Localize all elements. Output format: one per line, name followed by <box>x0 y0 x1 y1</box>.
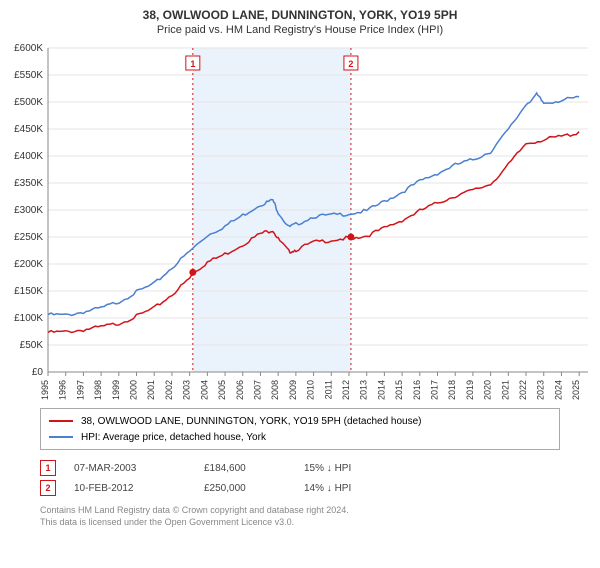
svg-text:£50K: £50K <box>20 340 44 351</box>
svg-text:£0: £0 <box>32 367 44 378</box>
svg-text:1999: 1999 <box>111 380 121 400</box>
svg-text:£400K: £400K <box>14 151 43 162</box>
svg-text:2006: 2006 <box>235 380 245 400</box>
svg-text:2013: 2013 <box>359 380 369 400</box>
marker-date: 10-FEB-2012 <box>74 483 204 494</box>
svg-text:2005: 2005 <box>217 380 227 400</box>
legend-item: 38, OWLWOOD LANE, DUNNINGTON, YORK, YO19… <box>49 413 551 429</box>
marker-price: £184,600 <box>204 463 304 474</box>
marker-date: 07-MAR-2003 <box>74 463 204 474</box>
svg-text:£150K: £150K <box>14 286 43 297</box>
svg-text:2003: 2003 <box>182 380 192 400</box>
marker-pct: 15% ↓ HPI <box>304 463 424 474</box>
svg-text:1998: 1998 <box>93 380 103 400</box>
footer-attribution: Contains HM Land Registry data © Crown c… <box>40 504 560 528</box>
svg-text:2025: 2025 <box>571 380 581 400</box>
svg-text:2017: 2017 <box>430 380 440 400</box>
svg-text:2002: 2002 <box>164 380 174 400</box>
svg-text:1996: 1996 <box>58 380 68 400</box>
marker-table: 1 07-MAR-2003£184,60015% ↓ HPI 2 10-FEB-201… <box>40 458 560 498</box>
svg-text:£550K: £550K <box>14 70 43 81</box>
svg-text:2023: 2023 <box>536 380 546 400</box>
legend-swatch <box>49 436 73 438</box>
svg-text:1995: 1995 <box>40 380 50 400</box>
svg-text:2016: 2016 <box>412 380 422 400</box>
legend-item: HPI: Average price, detached house, York <box>49 429 551 445</box>
svg-text:2008: 2008 <box>270 380 280 400</box>
svg-text:2010: 2010 <box>306 380 316 400</box>
legend-label: HPI: Average price, detached house, York <box>81 432 266 443</box>
svg-text:£500K: £500K <box>14 97 43 108</box>
marker-row: 2 10-FEB-2012£250,00014% ↓ HPI <box>40 478 560 498</box>
marker-badge: 1 <box>40 460 56 476</box>
chart-title: 38, OWLWOOD LANE, DUNNINGTON, YORK, YO19… <box>0 8 600 22</box>
svg-text:2011: 2011 <box>323 380 333 399</box>
svg-text:2021: 2021 <box>500 380 510 400</box>
svg-text:2024: 2024 <box>553 380 563 400</box>
svg-text:2015: 2015 <box>394 380 404 400</box>
footer-line-2: This data is licensed under the Open Gov… <box>40 516 560 528</box>
marker-row: 1 07-MAR-2003£184,60015% ↓ HPI <box>40 458 560 478</box>
legend-swatch <box>49 420 73 422</box>
svg-text:2014: 2014 <box>376 380 386 400</box>
svg-text:£350K: £350K <box>14 178 43 189</box>
marker-badge: 2 <box>40 480 56 496</box>
marker-pct: 14% ↓ HPI <box>304 483 424 494</box>
footer-line-1: Contains HM Land Registry data © Crown c… <box>40 504 560 516</box>
chart-subtitle: Price paid vs. HM Land Registry's House … <box>0 24 600 36</box>
chart-area: £0 £50K £100K £150K £200K £250K £300K £350K £400… <box>0 42 600 402</box>
svg-text:2012: 2012 <box>341 380 351 400</box>
svg-text:2007: 2007 <box>252 380 262 400</box>
svg-text:2018: 2018 <box>447 380 457 400</box>
svg-text:1997: 1997 <box>75 380 85 400</box>
svg-text:£300K: £300K <box>14 205 43 216</box>
svg-text:2000: 2000 <box>129 380 139 400</box>
svg-text:2020: 2020 <box>483 380 493 400</box>
svg-text:2004: 2004 <box>199 380 209 400</box>
legend: 38, OWLWOOD LANE, DUNNINGTON, YORK, YO19… <box>40 408 560 450</box>
svg-text:1: 1 <box>190 59 195 69</box>
svg-text:£250K: £250K <box>14 232 43 243</box>
svg-text:£600K: £600K <box>14 43 43 54</box>
svg-text:£450K: £450K <box>14 124 43 135</box>
svg-text:£200K: £200K <box>14 259 43 270</box>
svg-text:£100K: £100K <box>14 313 43 324</box>
marker-price: £250,000 <box>204 483 304 494</box>
svg-text:2: 2 <box>348 59 353 69</box>
svg-text:2022: 2022 <box>518 380 528 400</box>
svg-text:2009: 2009 <box>288 380 298 400</box>
svg-text:2019: 2019 <box>465 380 475 400</box>
legend-label: 38, OWLWOOD LANE, DUNNINGTON, YORK, YO19… <box>81 416 422 427</box>
svg-text:2001: 2001 <box>146 380 156 400</box>
chart-svg: £0 £50K £100K £150K £200K £250K £300K £350K £400… <box>0 42 600 402</box>
